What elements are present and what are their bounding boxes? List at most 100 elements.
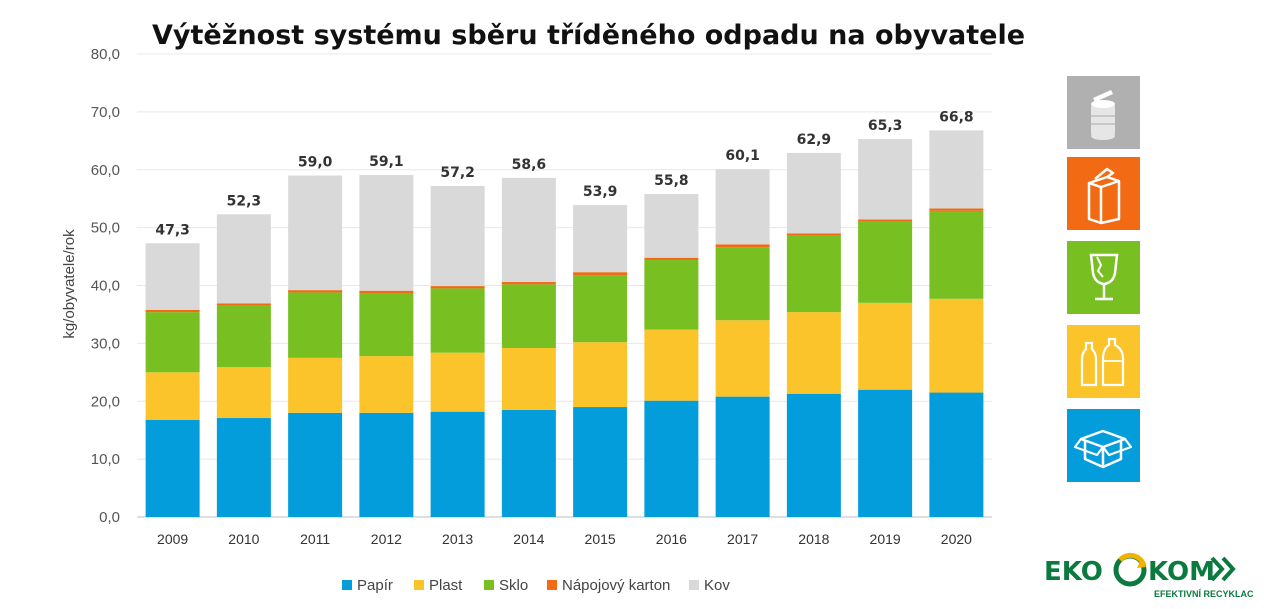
- bar-segment: [501, 177, 556, 283]
- bar-segment: [430, 411, 485, 517]
- legend-label: Kov: [704, 577, 730, 594]
- bar-segment: [715, 244, 770, 248]
- legend-label: Plast: [429, 577, 463, 594]
- x-tick-label: 2016: [656, 531, 687, 547]
- bar-segment: [858, 139, 913, 220]
- bar-segment: [359, 293, 414, 357]
- paper-box-icon: [1067, 409, 1140, 482]
- bar-segment: [216, 303, 271, 306]
- legend-swatch: [484, 580, 494, 590]
- can-icon: [1067, 76, 1140, 149]
- bar-segment: [501, 409, 556, 517]
- bar-segment: [501, 284, 556, 349]
- bar-segment: [644, 329, 699, 401]
- gridlines: [137, 53, 992, 518]
- bars: [145, 130, 984, 517]
- bar-segment: [288, 292, 343, 358]
- x-tick-label: 2014: [513, 531, 544, 547]
- total-label: 62,9: [797, 132, 832, 148]
- logo-text-left: EKO: [1044, 557, 1103, 587]
- logo-text-right: KOM: [1148, 557, 1215, 587]
- bar-segment: [858, 302, 913, 390]
- bar-segment: [359, 412, 414, 517]
- bar-segment: [501, 282, 556, 285]
- y-axis-ticks: 0,0 10,0 20,0 30,0 40,0 50,0 60,0 70,0 80,0: [91, 46, 120, 526]
- total-label: 59,0: [298, 155, 333, 171]
- bar-segment: [858, 389, 913, 517]
- bar-segment: [786, 312, 841, 394]
- bar-segment: [288, 412, 343, 517]
- total-label: 65,3: [868, 118, 903, 134]
- y-tick-label: 0,0: [99, 509, 120, 526]
- bar-segment: [929, 208, 984, 211]
- bar-segment: [359, 174, 414, 291]
- total-label: 52,3: [227, 193, 262, 209]
- x-tick-label: 2009: [157, 531, 188, 547]
- bar-segment: [573, 205, 628, 273]
- x-tick-label: 2011: [300, 531, 330, 547]
- bar-segment: [929, 130, 984, 209]
- bar-segment: [145, 309, 200, 313]
- total-label: 47,3: [155, 222, 190, 238]
- bar-segment: [644, 194, 699, 258]
- bar-segment: [430, 352, 485, 412]
- bar-segment: [216, 367, 271, 419]
- bar-segment: [145, 243, 200, 310]
- y-tick-label: 30,0: [91, 335, 120, 352]
- bar-segment: [145, 372, 200, 420]
- y-tick-label: 60,0: [91, 162, 120, 179]
- y-tick-label: 50,0: [91, 220, 120, 237]
- legend-label: Sklo: [499, 577, 528, 594]
- bar-segment: [216, 305, 271, 368]
- bar-segment: [288, 290, 343, 293]
- y-tick-label: 20,0: [91, 393, 120, 410]
- bar-segment: [644, 260, 699, 330]
- bar-segment: [786, 233, 841, 236]
- bar-segment: [715, 169, 770, 245]
- x-tick-label: 2013: [442, 531, 473, 547]
- y-tick-label: 40,0: [91, 278, 120, 295]
- x-tick-label: 2010: [228, 531, 259, 547]
- bar-segment: [786, 152, 841, 234]
- x-tick-label: 2018: [798, 531, 829, 547]
- bar-segment: [573, 407, 628, 517]
- bar-segment: [430, 286, 485, 289]
- bar-segment: [216, 418, 271, 517]
- legend-swatch: [547, 580, 557, 590]
- chart-title: Výtěžnost systému sběru tříděného odpadu…: [152, 20, 1025, 51]
- total-label: 53,9: [583, 184, 618, 200]
- total-label: 66,8: [939, 109, 974, 125]
- y-tick-label: 70,0: [91, 104, 120, 121]
- x-tick-label: 2019: [870, 531, 901, 547]
- carton-icon: [1067, 157, 1140, 230]
- legend: Papír Plast Sklo Nápojový karton Kov: [342, 577, 730, 594]
- recycle-arrows-icon: [1113, 552, 1147, 587]
- bar-segment: [929, 210, 984, 299]
- glass-icon: [1067, 241, 1140, 314]
- y-tick-label: 10,0: [91, 451, 120, 468]
- bar-segment: [929, 298, 984, 393]
- total-label: 58,6: [512, 157, 547, 173]
- bar-segment: [430, 185, 485, 287]
- bar-segment: [715, 396, 770, 517]
- ekokom-logo: EKO KOM EFEKTIVNÍ RECYKLACE: [1044, 550, 1260, 602]
- x-tick-label: 2012: [371, 531, 402, 547]
- bar-segment: [216, 214, 271, 304]
- bar-segment: [858, 219, 913, 222]
- legend-swatch: [689, 580, 699, 590]
- x-axis-ticks: 2009 2010 2011 2012 2013 2014 2015 2016 2017 2018…: [157, 531, 972, 547]
- bar-segment: [715, 320, 770, 397]
- logo-tagline: EFEKTIVNÍ RECYKLACE: [1154, 589, 1254, 599]
- x-tick-label: 2017: [727, 531, 758, 547]
- bar-segment: [786, 235, 841, 313]
- bar-segment: [644, 400, 699, 517]
- bar-segment: [786, 393, 841, 517]
- bar-segment: [858, 221, 913, 303]
- bar-segment: [929, 392, 984, 517]
- total-label: 55,8: [654, 173, 689, 189]
- bar-segment: [359, 290, 414, 294]
- total-label: 59,1: [369, 154, 404, 170]
- legend-label: Papír: [357, 577, 393, 594]
- bar-segment: [430, 288, 485, 353]
